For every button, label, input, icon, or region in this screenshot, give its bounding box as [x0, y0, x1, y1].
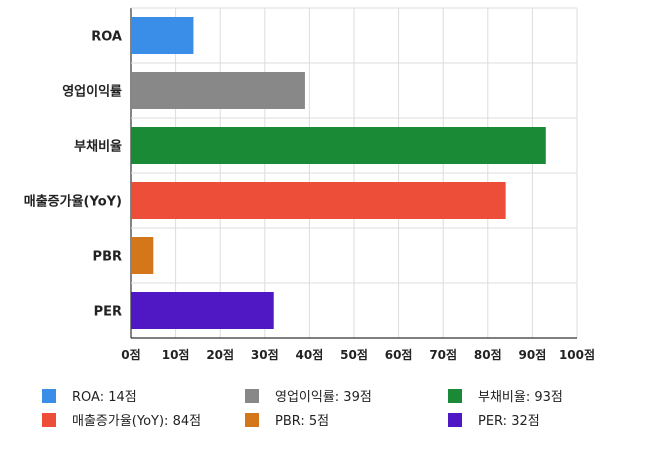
bar-3 — [131, 182, 506, 219]
legend-swatch — [448, 412, 462, 427]
bar-1 — [131, 72, 305, 109]
legend-swatch — [245, 412, 259, 427]
legend-swatch — [42, 412, 56, 427]
bar-4 — [131, 237, 154, 274]
legend-item: 매출증가율(YoY): 84점 — [42, 410, 201, 429]
legend-swatch — [42, 388, 56, 403]
x-tick-label: 90점 — [519, 347, 547, 362]
category-label: 매출증가율(YoY) — [24, 194, 122, 210]
x-tick-label: 30점 — [251, 347, 279, 362]
x-tick-label: 80점 — [474, 347, 502, 362]
legend-label: PBR: 5점 — [275, 414, 330, 429]
x-tick-label: 60점 — [385, 347, 413, 362]
legend-label: ROA: 14점 — [72, 390, 137, 405]
x-tick-label: 10점 — [162, 347, 190, 362]
legend-label: 부채비율: 93점 — [478, 390, 563, 405]
legend-item: PER: 32점 — [448, 410, 540, 429]
legend-label: 매출증가율(YoY): 84점 — [72, 414, 202, 429]
x-tick-label: 50점 — [340, 347, 368, 362]
legend-label: PER: 32점 — [478, 414, 540, 429]
bars-group — [131, 17, 546, 329]
legend-item: ROA: 14점 — [42, 386, 137, 405]
category-label: ROA — [91, 30, 122, 45]
category-label: PER — [94, 305, 122, 320]
x-tick-label: 100점 — [559, 347, 595, 362]
grid-lines — [130, 7, 578, 339]
x-tick-label: 20점 — [206, 347, 234, 362]
legend-item: 영업이익률: 39점 — [245, 386, 372, 405]
legend-swatch — [448, 388, 462, 403]
x-tick-label: 40점 — [296, 347, 324, 362]
category-label: 영업이익률 — [62, 84, 122, 100]
category-label: 부채비율 — [74, 139, 122, 155]
legend-label: 영업이익률: 39점 — [275, 390, 372, 405]
x-axis-tick-labels: 0점 10점 20점 30점 40점 50점 60점 70점 80점 90점 100점 — [121, 347, 595, 362]
legend-item: PBR: 5점 — [245, 410, 329, 429]
bar-5 — [131, 292, 274, 329]
category-label: PBR — [93, 250, 122, 265]
x-tick-label: 0점 — [121, 347, 140, 362]
x-tick-label: 70점 — [429, 347, 457, 362]
legend-swatch — [245, 388, 259, 403]
legend-item: 부채비율: 93점 — [448, 386, 563, 405]
bar-2 — [131, 127, 546, 164]
bar-0 — [131, 17, 194, 54]
